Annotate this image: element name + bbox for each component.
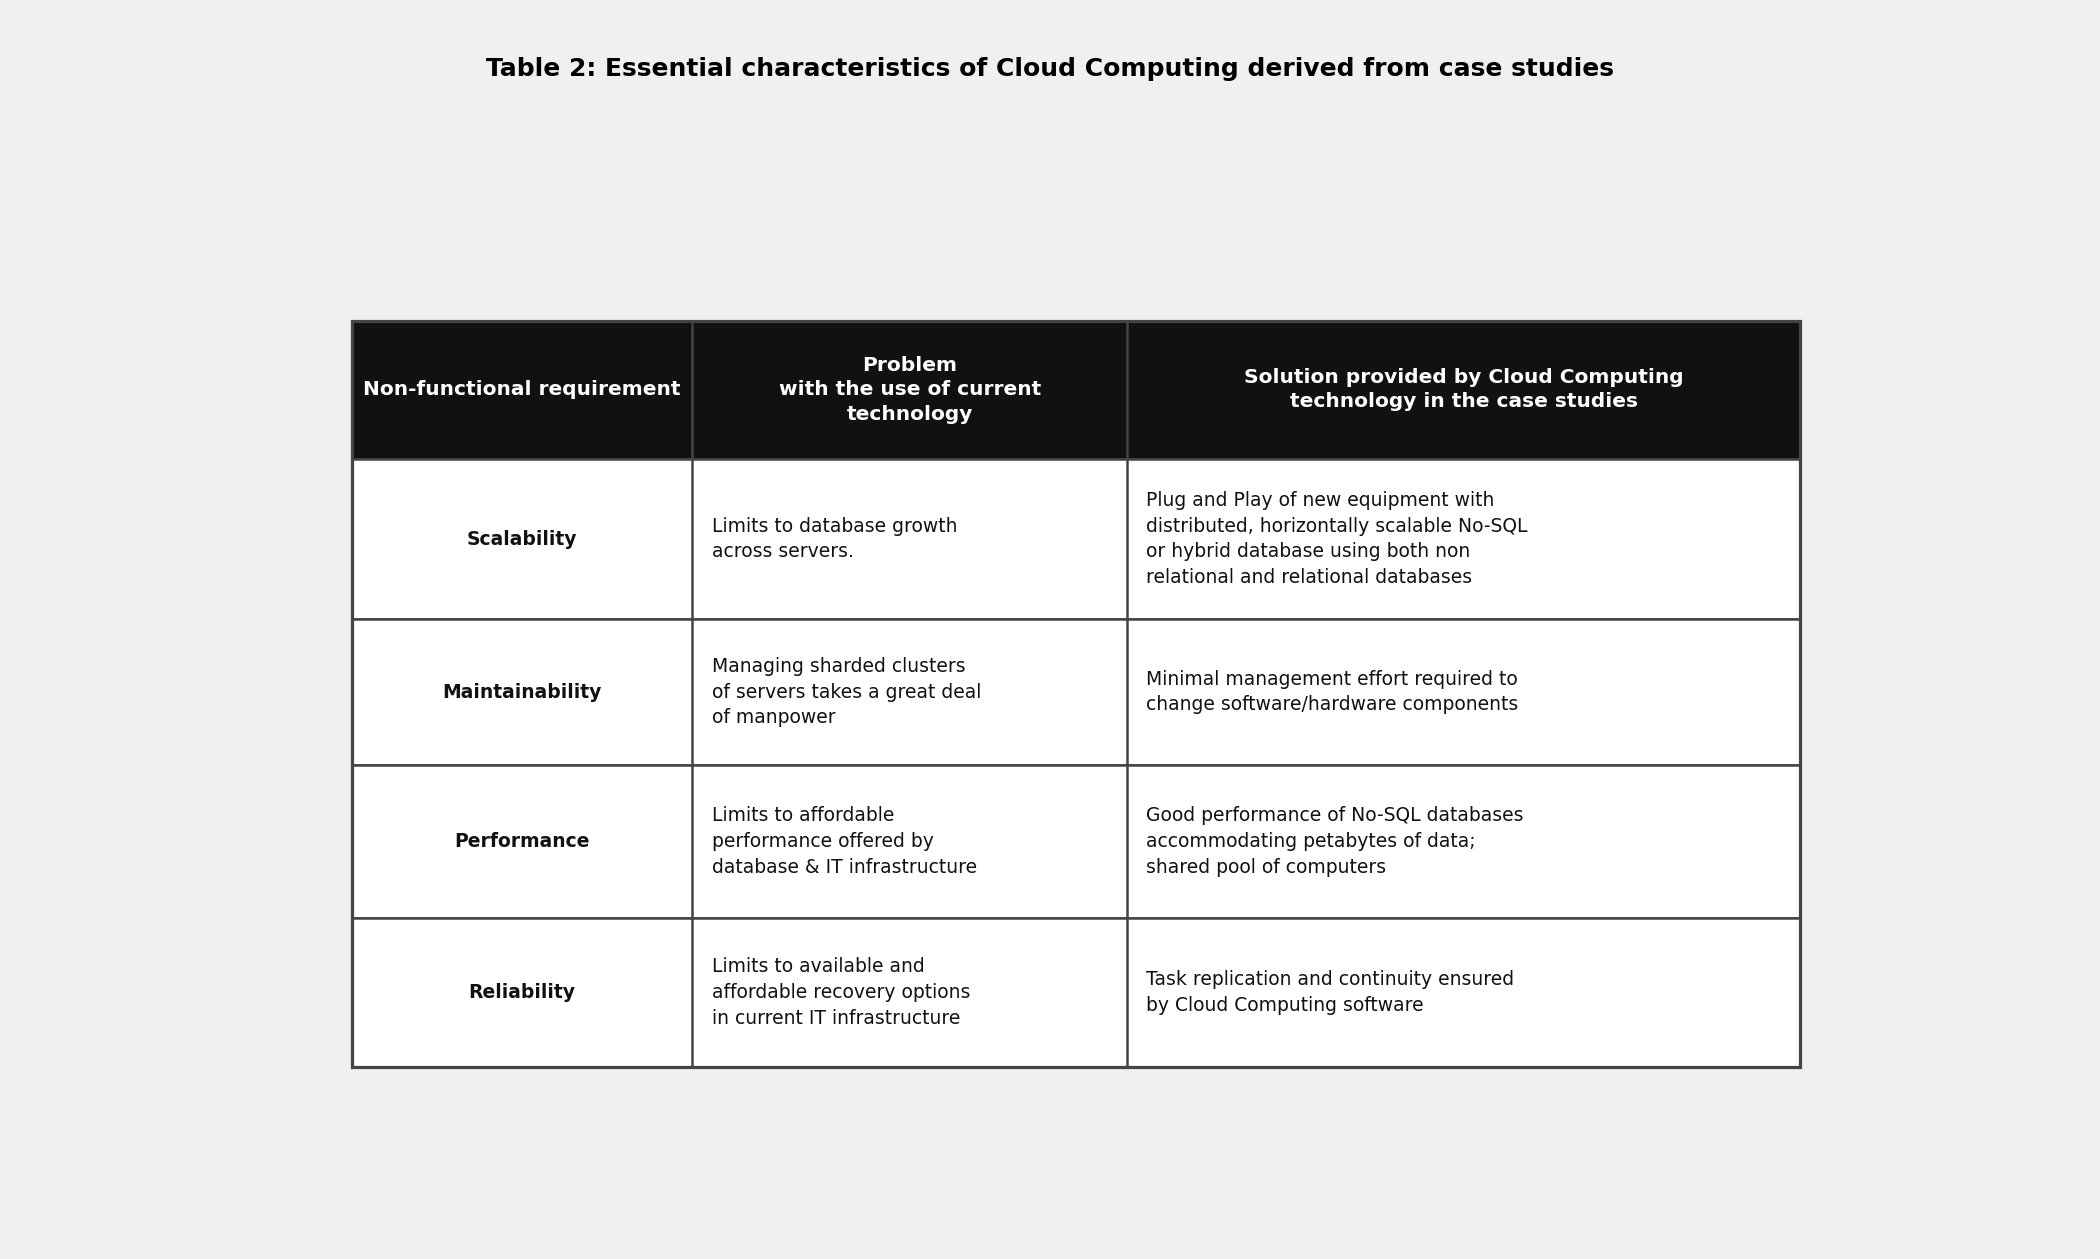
Text: Scalability: Scalability	[466, 530, 578, 549]
Bar	[353, 918, 1800, 1068]
Text: Problem
with the use of current
technology: Problem with the use of current technolo…	[779, 356, 1042, 423]
Text: Maintainability: Maintainability	[443, 682, 603, 701]
Text: Limits to affordable
performance offered by
database & IT infrastructure: Limits to affordable performance offered…	[712, 806, 977, 876]
Text: Reliability: Reliability	[468, 983, 575, 1002]
Bar	[353, 321, 1800, 1068]
Text: Plug and Play of new equipment with
distributed, horizontally scalable No-SQL
or: Plug and Play of new equipment with dist…	[1147, 491, 1529, 587]
Bar	[353, 619, 1800, 765]
Text: Minimal management effort required to
change software/hardware components: Minimal management effort required to ch…	[1147, 670, 1518, 714]
Text: Limits to database growth
across servers.: Limits to database growth across servers…	[712, 516, 958, 562]
Text: Task replication and continuity ensured
by Cloud Computing software: Task replication and continuity ensured …	[1147, 971, 1514, 1015]
Bar	[353, 458, 1800, 619]
Text: Managing sharded clusters
of servers takes a great deal
of manpower: Managing sharded clusters of servers tak…	[712, 657, 981, 728]
Text: Non-functional requirement: Non-functional requirement	[363, 380, 680, 399]
Text: Table 2: Essential characteristics of Cloud Computing derived from case studies: Table 2: Essential characteristics of Cl…	[485, 57, 1615, 82]
Text: Performance: Performance	[454, 832, 590, 851]
Text: Limits to available and
affordable recovery options
in current IT infrastructure: Limits to available and affordable recov…	[712, 957, 970, 1027]
Text: Good performance of No-SQL databases
accommodating petabytes of data;
shared poo: Good performance of No-SQL databases acc…	[1147, 806, 1525, 876]
Text: Solution provided by Cloud Computing
technology in the case studies: Solution provided by Cloud Computing tec…	[1243, 368, 1684, 412]
Bar	[353, 321, 1800, 458]
Bar	[353, 765, 1800, 918]
